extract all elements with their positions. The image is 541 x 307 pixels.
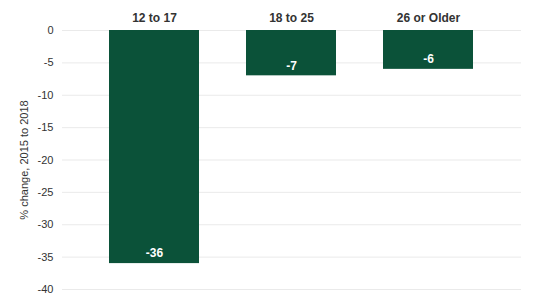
svg-text:0: 0 xyxy=(47,24,53,36)
svg-text:-25: -25 xyxy=(38,186,54,198)
svg-text:-15: -15 xyxy=(38,121,54,133)
svg-text:-7: -7 xyxy=(286,59,297,73)
svg-text:% change, 2015 to 2018: % change, 2015 to 2018 xyxy=(18,100,30,219)
svg-text:26 or Older: 26 or Older xyxy=(397,11,461,25)
svg-text:18 to 25: 18 to 25 xyxy=(269,11,314,25)
svg-text:-30: -30 xyxy=(38,218,54,230)
svg-text:-36: -36 xyxy=(146,246,164,260)
svg-text:12 to 17: 12 to 17 xyxy=(132,11,177,25)
svg-text:-35: -35 xyxy=(38,251,54,263)
svg-text:-5: -5 xyxy=(44,56,54,68)
svg-text:-20: -20 xyxy=(38,154,54,166)
svg-text:-40: -40 xyxy=(38,283,54,295)
svg-text:-10: -10 xyxy=(38,89,54,101)
svg-text:-6: -6 xyxy=(423,52,434,66)
